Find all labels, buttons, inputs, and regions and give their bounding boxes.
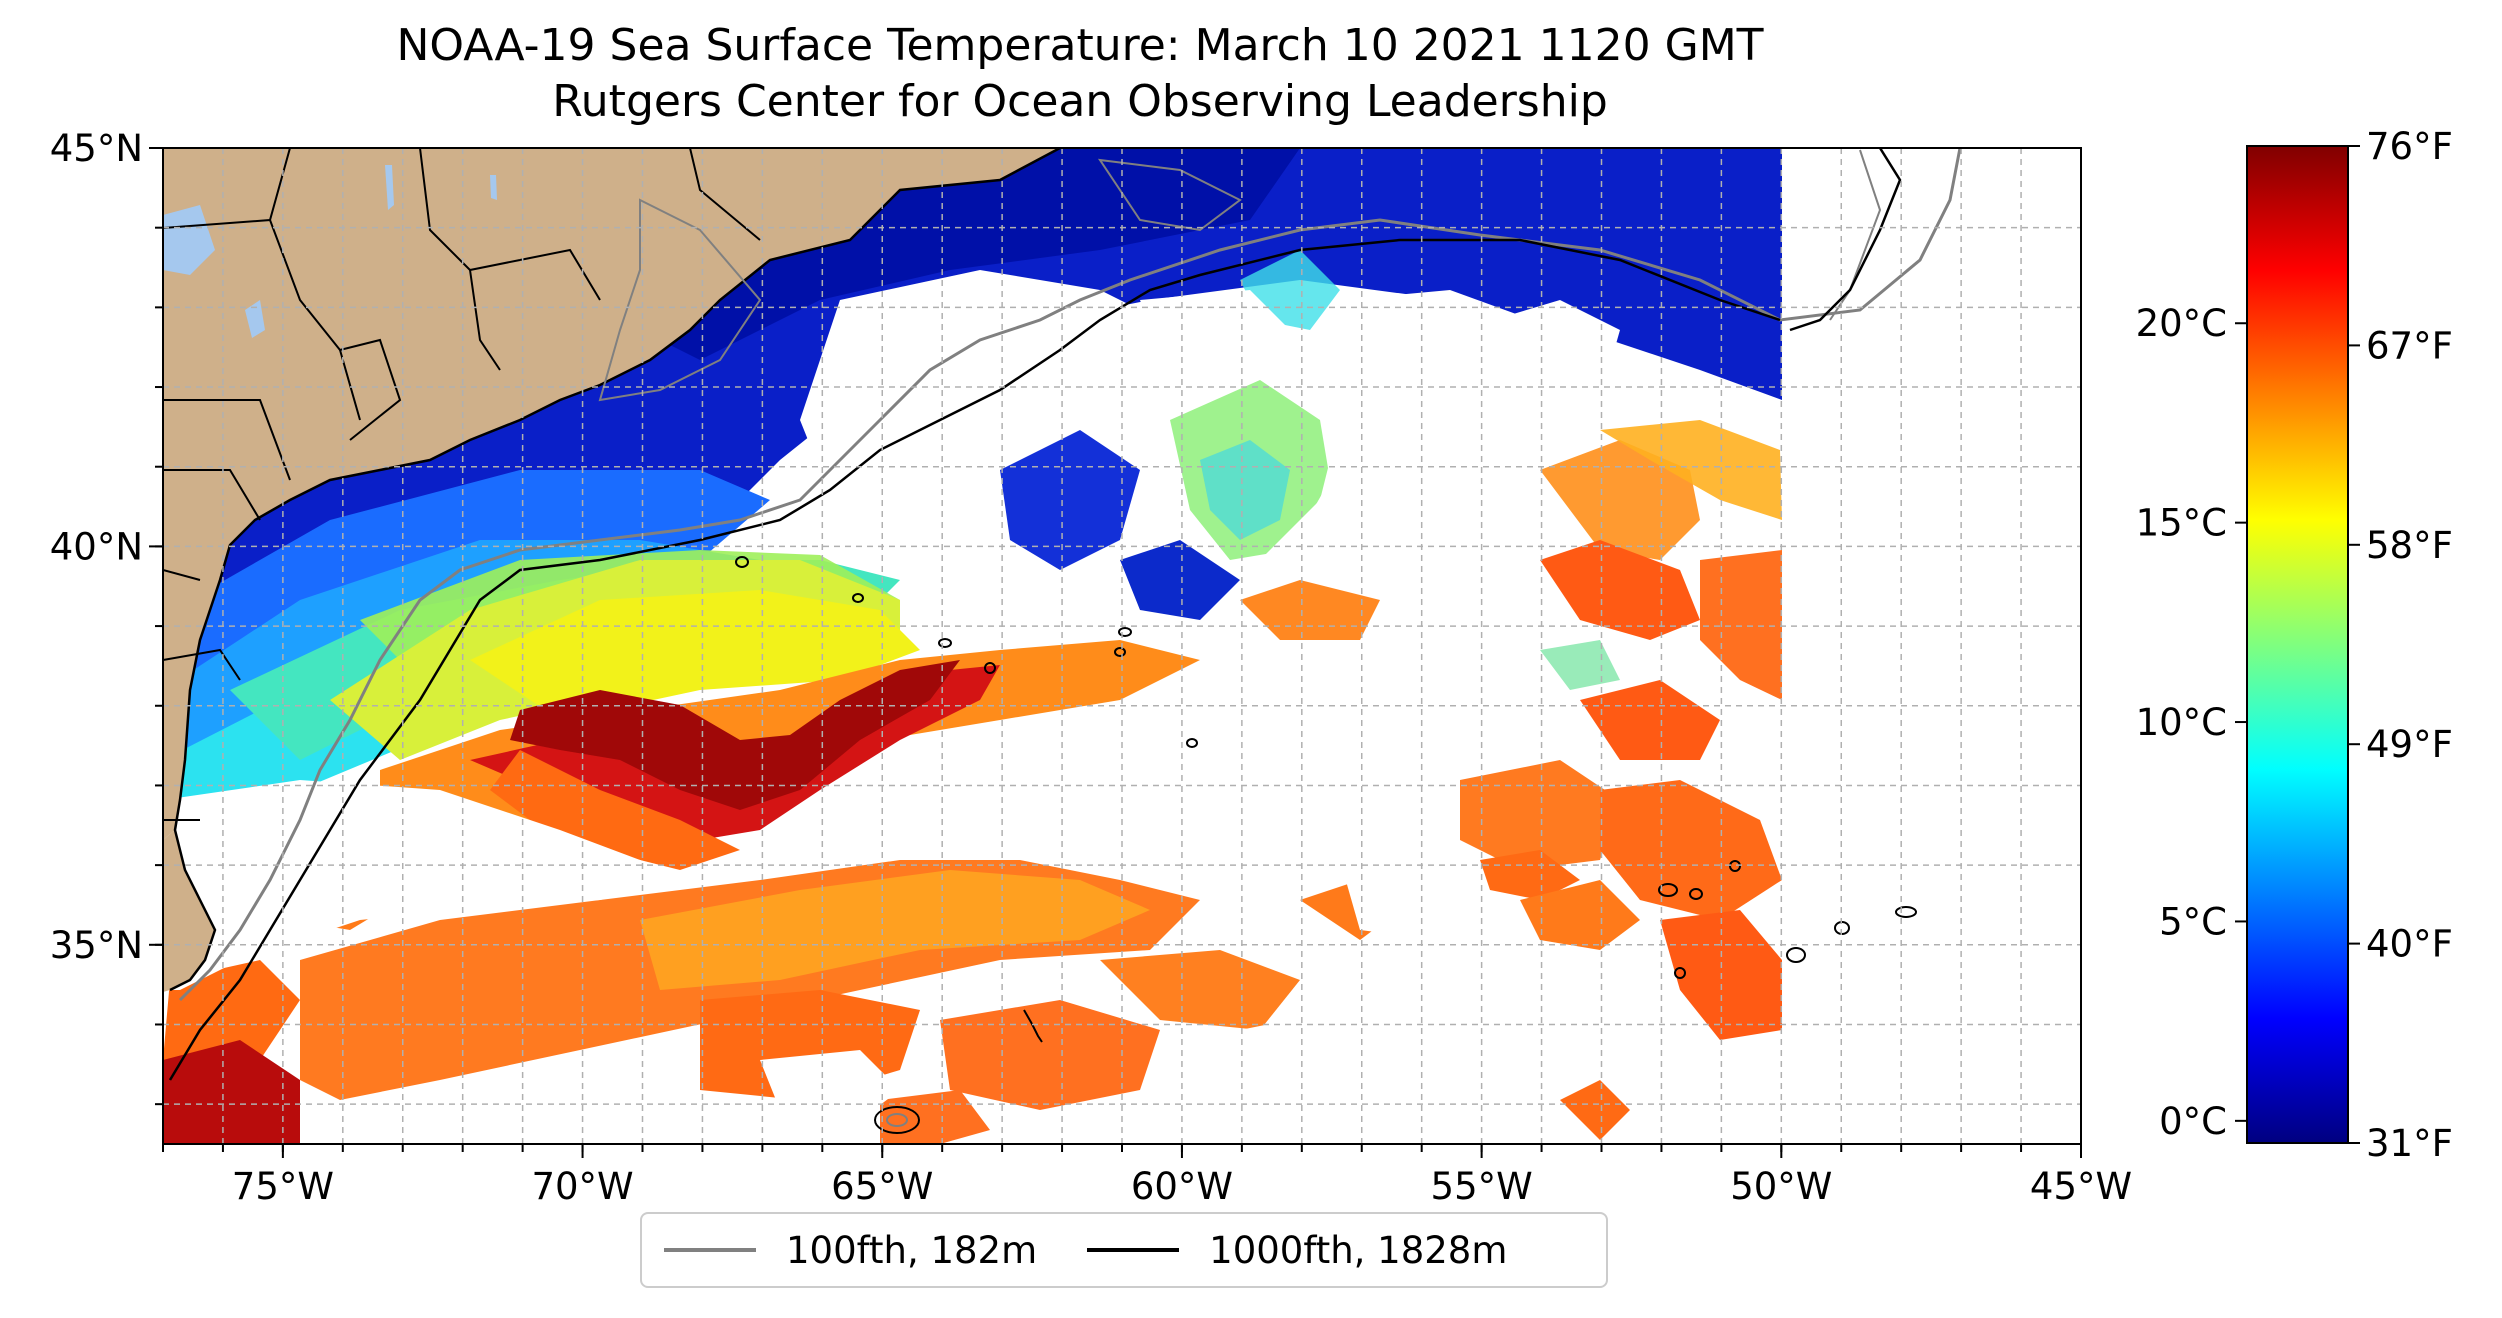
colorbar-ticks: 31°F 40°F 49°F 58°F 67°F 76°F 0°C 5°C 10°C 15°C 20… — [2136, 125, 2453, 1165]
lon-tick-label: 75°W — [232, 1165, 334, 1208]
colorbar-frame — [2246, 145, 2349, 1144]
lat-tick-label: 35°N — [50, 924, 143, 967]
nova-scotia-land — [800, 148, 940, 200]
land — [163, 148, 1880, 992]
legend-label-100fth: 100fth, 182m — [786, 1228, 1038, 1272]
celsius-tick-label: 0°C — [2159, 1100, 2227, 1143]
lon-tick-label: 60°W — [1131, 1165, 1233, 1208]
celsius-tick-label: 20°C — [2136, 302, 2227, 345]
isobath-100fth — [178, 148, 1962, 1002]
sst-field — [163, 148, 1782, 1144]
legend-label-1000fth: 1000fth, 1828m — [1209, 1228, 1508, 1272]
isobath-1000fth — [168, 238, 1781, 1081]
fahrenheit-tick-label: 49°F — [2366, 723, 2453, 766]
lon-tick-label: 45°W — [2030, 1165, 2132, 1208]
fahrenheit-tick-label: 31°F — [2366, 1122, 2453, 1165]
lat-tick-label: 45°N — [50, 127, 143, 170]
coastline — [169, 148, 1061, 992]
isobath-legend: 100fth, 182m 1000fth, 1828m — [640, 1212, 1608, 1288]
lon-tick-label: 55°W — [1431, 1165, 1533, 1208]
gridlines — [163, 148, 2081, 1144]
legend-line-gray — [664, 1248, 756, 1252]
celsius-tick-label: 10°C — [2136, 701, 2227, 744]
lon-tick-label: 70°W — [531, 1165, 633, 1208]
map-area — [163, 148, 2081, 1144]
fahrenheit-tick-label: 67°F — [2366, 324, 2453, 367]
map-subtitle: Rutgers Center for Ocean Observing Leade… — [552, 76, 1608, 127]
map-title: NOAA-19 Sea Surface Temperature: March 1… — [396, 20, 1764, 71]
cloud-mask — [163, 148, 2081, 1144]
lon-tick-label: 50°W — [1730, 1165, 1832, 1208]
fahrenheit-tick-label: 40°F — [2366, 923, 2453, 966]
legend-item-1000fth: 1000fth, 1828m — [1087, 1229, 1507, 1272]
lat-tick-label: 40°N — [50, 525, 143, 568]
lon-tick-label: 65°W — [831, 1165, 933, 1208]
seamounts — [735, 556, 1917, 1134]
celsius-tick-label: 15°C — [2136, 502, 2227, 545]
fahrenheit-tick-label: 76°F — [2366, 125, 2453, 168]
celsius-tick-label: 5°C — [2159, 900, 2227, 943]
colorbar — [2247, 146, 2348, 1143]
map-axis-ticks: 75°W 70°W 65°W 60°W 55°W 50°W 45°W 45°N 40°N 35°N — [50, 127, 2132, 1208]
state-boundaries — [163, 148, 761, 821]
legend-line-black — [1087, 1248, 1180, 1252]
fahrenheit-tick-label: 58°F — [2366, 524, 2453, 567]
north-america-land — [163, 148, 1060, 840]
legend-item-100fth: 100fth, 182m — [664, 1229, 1037, 1272]
lakes — [163, 165, 497, 338]
